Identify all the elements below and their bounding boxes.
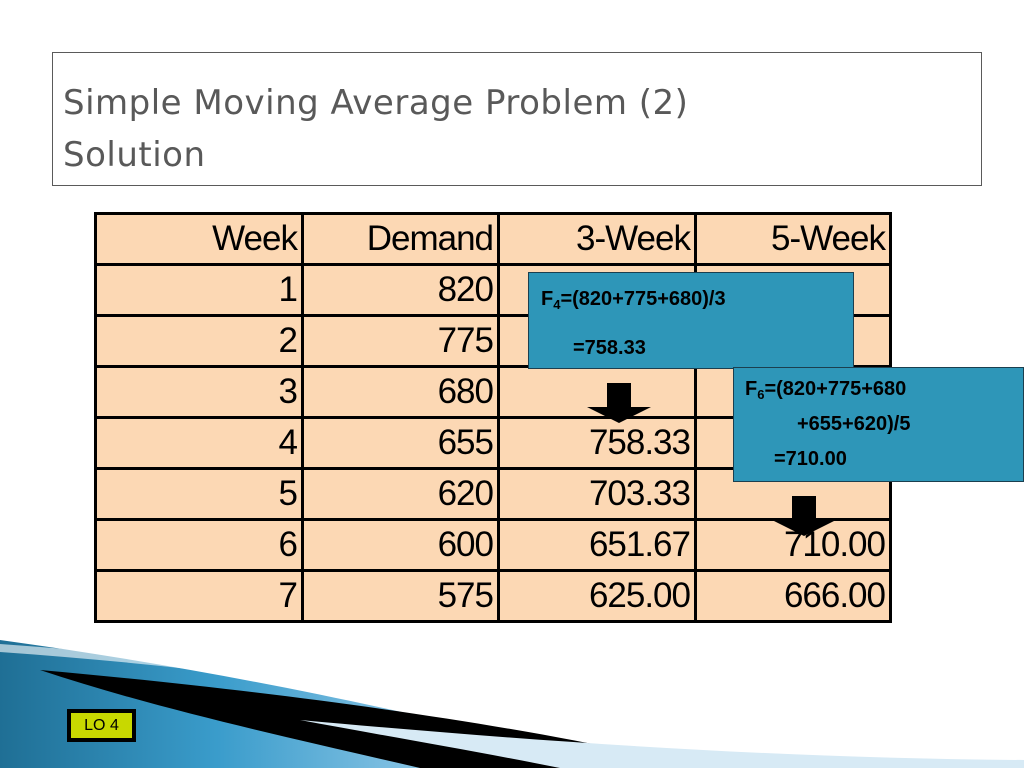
decorative-swoosh [0,640,1024,768]
f4-expression: =(820+775+680)/3 [560,288,726,310]
cell-3-week: 758.33 [497,416,697,470]
cell-demand: 600 [301,518,500,572]
cell-week: 1 [94,263,304,317]
cell-week: 2 [94,314,304,368]
f6-expression-continued: +655+620)/5 [797,413,911,435]
cell-demand: 680 [301,365,500,419]
down-arrow-icon [587,383,651,423]
cell-demand: 620 [301,467,500,521]
cell-3-week: 703.33 [497,467,697,521]
title-line-1: Simple Moving Average Problem (2) [63,83,689,123]
table-header-row: Week Demand 3-Week 5-Week [94,212,892,266]
cell-5-week: 666.00 [694,569,892,623]
header-week: Week [94,212,304,266]
learning-objective-badge: LO 4 [67,709,136,742]
cell-3-week: 625.00 [497,569,697,623]
f6-formula-callout: F6=(820+775+680 +655+620)/5 =710.00 [733,367,1024,482]
f4-label: F [541,288,554,310]
down-arrow-icon [772,496,836,536]
cell-3-week: 651.67 [497,518,697,572]
cell-week: 3 [94,365,304,419]
cell-demand: 775 [301,314,500,368]
f6-expression: =(820+775+680 [764,378,907,400]
cell-demand: 820 [301,263,500,317]
title-line-2: Solution [63,135,206,175]
cell-week: 4 [94,416,304,470]
cell-week: 7 [94,569,304,623]
f6-label: F [745,378,758,400]
badge-label: LO 4 [84,716,119,734]
f4-result: =758.33 [573,337,646,359]
f4-formula-callout: F4=(820+775+680)/3 =758.33 [528,272,854,369]
cell-demand: 655 [301,416,500,470]
title-box: Simple Moving Average Problem (2) Soluti… [52,52,982,186]
f6-subscript: 6 [757,387,765,402]
cell-week: 5 [94,467,304,521]
f4-subscript: 4 [553,297,561,312]
header-demand: Demand [301,212,500,266]
f6-result: =710.00 [774,448,847,470]
header-5-week: 5-Week [694,212,892,266]
slide-title: Simple Moving Average Problem (2) Soluti… [63,77,688,181]
f4-formula-line: F4=(820+775+680)/3 [541,288,726,312]
header-3-week: 3-Week [497,212,697,266]
table-row: 7 575 625.00 666.00 [94,569,892,623]
f6-formula-line: F6=(820+775+680 [745,378,906,402]
cell-week: 6 [94,518,304,572]
cell-demand: 575 [301,569,500,623]
